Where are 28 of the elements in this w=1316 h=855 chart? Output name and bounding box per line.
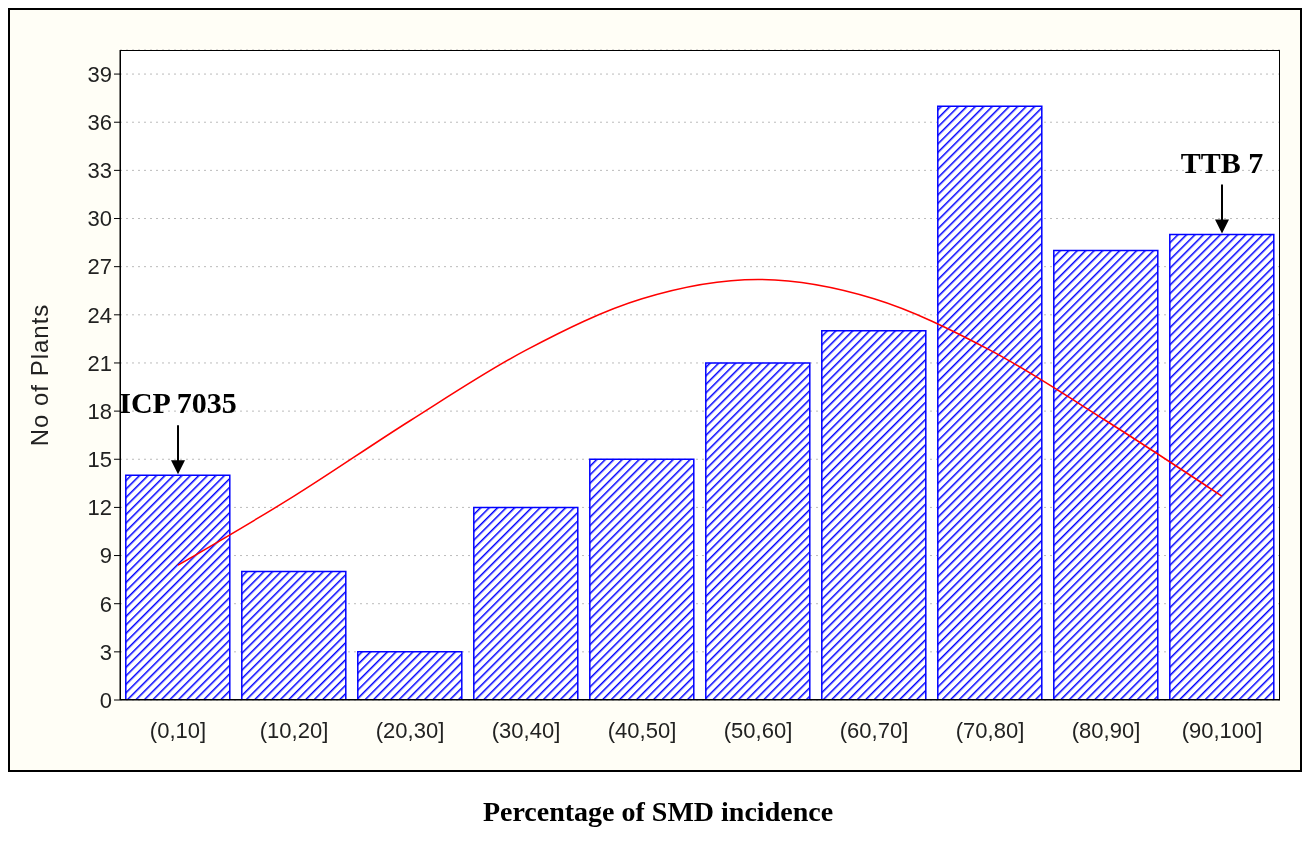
x-tick-label: (0,10] <box>149 717 207 743</box>
x-tick-label: (30,40] <box>491 717 561 743</box>
y-tick-label: 36 <box>87 110 112 136</box>
x-tick-label: (40,50] <box>607 717 677 743</box>
y-tick-label: 30 <box>87 206 112 232</box>
y-tick-label: 24 <box>87 302 112 328</box>
x-tick-label: (80,90] <box>1071 717 1141 743</box>
x-tick-label: (10,20] <box>259 717 329 743</box>
y-tick-label: 27 <box>87 254 112 280</box>
x-tick-label: (70,80] <box>955 717 1025 743</box>
x-tick-label: (50,60] <box>723 717 793 743</box>
y-tick-label: 0 <box>99 687 112 713</box>
y-tick-label: 39 <box>87 61 112 87</box>
y-tick-label: 6 <box>99 591 112 617</box>
x-tick-label: (60,70] <box>839 717 909 743</box>
y-tick-label: 33 <box>87 158 112 184</box>
y-tick-label: 15 <box>87 447 112 473</box>
y-axis-title: No of Plants <box>26 303 54 447</box>
y-tick-label: 12 <box>87 495 112 521</box>
y-tick-label: 9 <box>99 543 112 569</box>
x-axis-title: Percentage of SMD incidence <box>481 796 835 828</box>
y-tick-label: 18 <box>87 398 112 424</box>
y-tick-label: 3 <box>99 639 112 665</box>
y-tick-label: 21 <box>87 350 112 376</box>
annotation: ICP 7035 <box>119 386 237 420</box>
x-tick-label: (90,100] <box>1181 717 1263 743</box>
x-tick-label: (20,30] <box>375 717 445 743</box>
annotation: TTB 7 <box>1180 145 1264 179</box>
